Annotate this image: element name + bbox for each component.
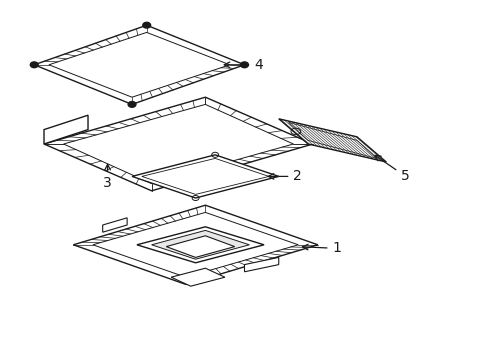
Polygon shape <box>137 227 264 263</box>
Polygon shape <box>73 205 317 284</box>
Text: 1: 1 <box>302 242 341 255</box>
Text: 4: 4 <box>224 58 263 72</box>
Polygon shape <box>49 32 229 97</box>
Circle shape <box>142 22 150 28</box>
Polygon shape <box>171 268 224 286</box>
Circle shape <box>240 62 248 68</box>
Text: 2: 2 <box>268 170 302 183</box>
Circle shape <box>128 102 136 107</box>
Polygon shape <box>93 212 298 277</box>
Polygon shape <box>44 97 312 191</box>
Polygon shape <box>132 155 278 198</box>
Circle shape <box>30 62 38 68</box>
Polygon shape <box>102 218 127 232</box>
Polygon shape <box>34 25 244 104</box>
Polygon shape <box>166 236 234 257</box>
Polygon shape <box>63 104 293 184</box>
Text: 3: 3 <box>103 165 112 190</box>
Polygon shape <box>142 158 268 194</box>
Polygon shape <box>278 119 386 162</box>
Polygon shape <box>244 257 278 272</box>
Polygon shape <box>44 115 88 144</box>
Polygon shape <box>288 122 376 158</box>
Polygon shape <box>151 230 249 259</box>
Text: 5: 5 <box>374 156 409 183</box>
